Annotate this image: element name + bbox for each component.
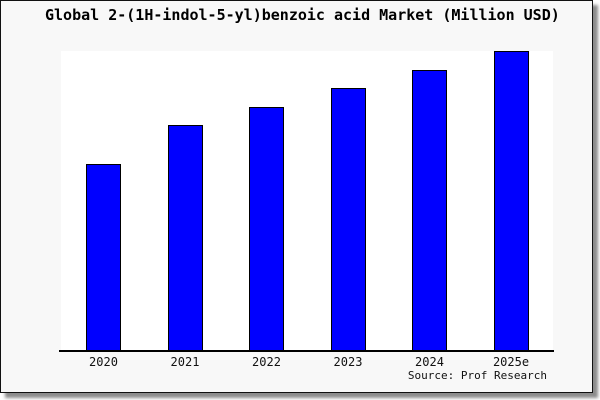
bar-2023 — [330, 88, 366, 351]
x-tick-label-2025e: 2025e — [492, 355, 530, 369]
source-note: Source: Prof Research — [407, 369, 547, 382]
x-tick-label-2022: 2022 — [252, 355, 281, 369]
x-tick-label-2023: 2023 — [333, 355, 363, 369]
chart-card: Global 2-(1H-indol-5-yl)benzoic acid Mar… — [0, 0, 593, 393]
bar-2024 — [412, 70, 447, 351]
x-axis-line — [59, 350, 554, 352]
x-tick-label-2021: 2021 — [170, 355, 200, 369]
plot-area — [61, 51, 553, 351]
bar-2025e — [493, 51, 529, 351]
x-tick-label-2024: 2024 — [415, 355, 444, 369]
chart-title: Global 2-(1H-indol-5-yl)benzoic acid Mar… — [45, 6, 560, 24]
x-tick-label-2020: 2020 — [89, 355, 118, 369]
bar-2020 — [86, 164, 121, 351]
bar-2021 — [167, 125, 203, 351]
bar-2022 — [249, 107, 284, 351]
